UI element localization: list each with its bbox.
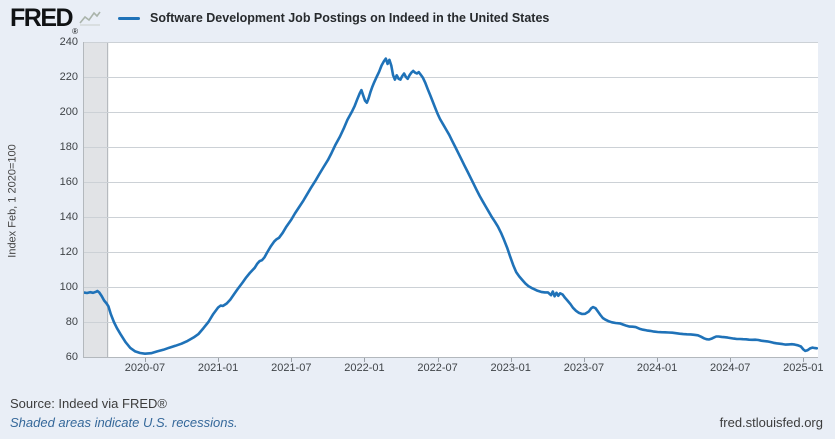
chart-canvas <box>84 42 818 357</box>
x-tick-mark-2022-01 <box>364 358 366 362</box>
x-tick-label-2022-07: 2022-07 <box>417 362 458 374</box>
x-tick-label-2020-07: 2020-07 <box>124 362 166 374</box>
x-tick-mark-2025-01 <box>803 358 805 362</box>
x-tick-mark-2023-01 <box>510 358 512 362</box>
x-tick-mark-2021-01 <box>218 358 220 362</box>
x-tick-label-2024-01: 2024-01 <box>636 362 678 374</box>
y-tick-label-120: 120 <box>59 246 78 258</box>
x-tick-label-2023-01: 2023-01 <box>490 362 531 374</box>
x-tick-mark-2023-07 <box>583 358 585 362</box>
y-axis-title: Index Feb, 1 2020=100 <box>7 143 19 258</box>
plot-area[interactable] <box>83 42 818 358</box>
recession-note: Shaded areas indicate U.S. recessions. <box>10 415 238 430</box>
y-tick-label-60: 60 <box>65 351 78 363</box>
y-tick-label-220: 220 <box>59 71 78 83</box>
fred-site-link[interactable]: fred.stlouisfed.org <box>719 415 823 430</box>
fred-logo[interactable]: FRED® <box>10 4 78 36</box>
x-tick-mark-2021-07 <box>291 358 293 362</box>
registered-mark: ® <box>72 27 78 36</box>
sparkline-chart-icon <box>79 11 101 26</box>
x-tick-mark-2022-07 <box>437 358 439 362</box>
y-tick-label-140: 140 <box>59 211 78 223</box>
y-tick-label-160: 160 <box>59 176 78 188</box>
x-tick-label-2022-01: 2022-01 <box>344 362 385 374</box>
x-tick-mark-2024-07 <box>730 358 732 362</box>
y-tick-label-80: 80 <box>65 316 78 328</box>
source-text: Source: Indeed via FRED® <box>10 396 167 411</box>
x-tick-mark-2020-07 <box>144 358 146 362</box>
series-line[interactable] <box>84 57 818 355</box>
x-tick-mark-2024-01 <box>657 358 659 362</box>
x-tick-label-2024-07: 2024-07 <box>710 362 751 374</box>
x-tick-label-2021-01: 2021-01 <box>197 362 239 374</box>
x-tick-label-2023-07: 2023-07 <box>563 362 605 374</box>
y-tick-label-200: 200 <box>59 106 78 118</box>
x-tick-label-2021-07: 2021-07 <box>271 362 312 374</box>
y-tick-label-240: 240 <box>59 36 78 48</box>
y-tick-label-100: 100 <box>59 281 78 293</box>
recession-band <box>84 42 108 357</box>
fred-logo-text: FRED <box>10 4 74 32</box>
x-tick-label-2025-01: 2025-01 <box>783 362 824 374</box>
y-tick-label-180: 180 <box>59 141 78 153</box>
legend-line-marker <box>118 17 140 20</box>
series-legend-label[interactable]: Software Development Job Postings on Ind… <box>150 11 550 25</box>
